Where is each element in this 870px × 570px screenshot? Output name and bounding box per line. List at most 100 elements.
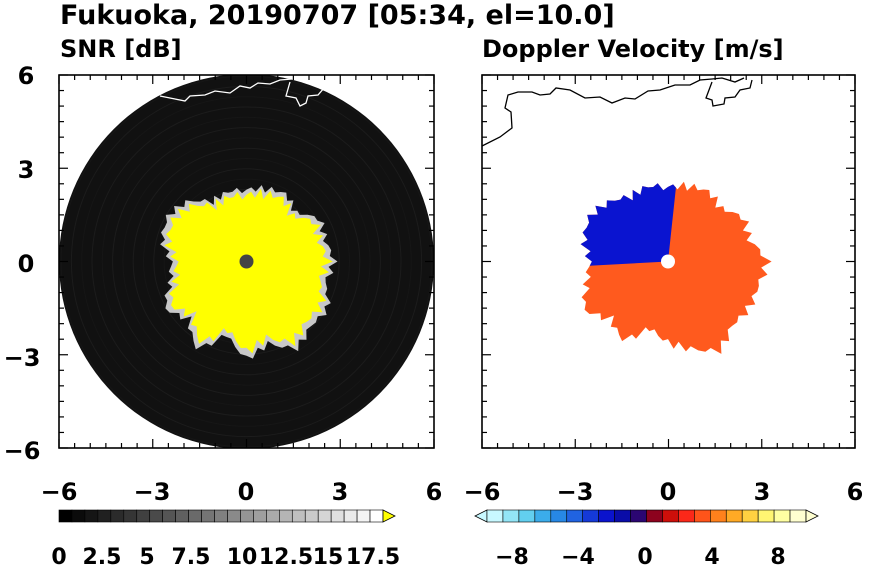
snr-colorbar-label: 15 [313, 545, 344, 570]
doppler-colorbar-overflow [805, 509, 819, 523]
snr-speckle-ring [143, 158, 350, 365]
snr-colorbar-swatch [201, 509, 215, 523]
snr-colorbar-swatch [110, 509, 125, 523]
snr-colorbar-swatch [58, 509, 73, 523]
snr-colorbar-swatch [162, 509, 176, 523]
doppler-panel-title: Doppler Velocity [m/s] [482, 35, 784, 63]
doppler-colorbar-underflow [474, 509, 488, 523]
doppler-echo-region [580, 181, 772, 354]
snr-colorbar-swatch [71, 509, 86, 523]
snr-colorbar-swatch [227, 509, 241, 523]
snr-colorbar-swatch [330, 509, 345, 523]
doppler-colorbar-swatch [614, 509, 631, 523]
snr-colorbar-label: 0 [51, 545, 66, 570]
doppler-colorbar-swatch [582, 509, 599, 523]
snr-colorbar-swatch [304, 509, 319, 523]
snr-colorbar-swatch [317, 509, 332, 523]
doppler-colorbar [474, 509, 819, 523]
snr-colorbar-label: 7.5 [172, 545, 211, 570]
snr-coastline [159, 75, 329, 107]
doppler-xtick-label: 6 [847, 478, 864, 506]
doppler-colorbar-label: 8 [770, 545, 785, 570]
snr-colorbar-overflow [382, 509, 396, 523]
doppler-colorbar-swatch [757, 509, 775, 523]
doppler-colorbar-swatch [678, 509, 695, 523]
doppler-colorbar-swatch [646, 509, 663, 523]
snr-strong-echo-region [164, 188, 333, 354]
snr-colorbar-swatch [240, 509, 254, 523]
doppler-colorbar-swatch [725, 509, 743, 523]
snr-speckle-ring [101, 116, 392, 407]
snr-xtick-label: 6 [426, 478, 443, 506]
doppler-xtick-label: 3 [754, 478, 771, 506]
doppler-colorbar-swatch [550, 509, 568, 523]
snr-colorbar-swatch [84, 509, 99, 523]
snr-colorbar-swatch [123, 509, 138, 523]
doppler-colorbar-label: 4 [704, 545, 719, 570]
doppler-colorbar-swatch [789, 509, 807, 523]
snr-xtick-label: 0 [238, 478, 255, 506]
snr-ytick-label: 3 [18, 156, 35, 184]
doppler-xtick-label: −3 [557, 478, 594, 506]
doppler-colorbar-swatch [630, 509, 647, 523]
snr-speckle-ring [70, 85, 423, 438]
doppler-colorbar-swatch [518, 509, 536, 523]
snr-panel-title: SNR [dB] [60, 35, 182, 63]
doppler-colorbar-label: 0 [637, 545, 652, 570]
doppler-colorbar-swatch [741, 509, 759, 523]
snr-colorbar-label: 2.5 [83, 545, 122, 570]
snr-ytick-label: −3 [4, 344, 41, 372]
doppler-colorbar-swatch [502, 509, 520, 523]
snr-colorbar-swatch [266, 509, 280, 523]
snr-colorbar-swatch [136, 509, 151, 523]
doppler-ticks [481, 74, 856, 449]
snr-colorbar-label: 12.5 [259, 545, 313, 570]
doppler-colorbar-swatch [773, 509, 791, 523]
snr-colorbar-swatch [343, 509, 358, 523]
doppler-radar-site [661, 254, 675, 269]
snr-speckle-ring [122, 137, 371, 386]
snr-colorbar-swatch [188, 509, 202, 523]
snr-colorbar-label: 10 [227, 545, 258, 570]
snr-colorbar-swatch [253, 509, 267, 523]
snr-colorbar-label: 5 [139, 545, 154, 570]
snr-speckle-ring [91, 106, 402, 417]
snr-colorbar-swatch [369, 509, 384, 523]
snr-xtick-label: −3 [134, 478, 171, 506]
snr-speckle-ring [112, 127, 381, 396]
doppler-colorbar-swatch [566, 509, 583, 523]
snr-colorbar-swatch [149, 509, 163, 523]
doppler-xtick-label: −6 [464, 478, 501, 506]
snr-colorbar-swatch [279, 509, 293, 523]
snr-colorbar-swatch [356, 509, 371, 523]
snr-ytick-label: −6 [4, 437, 41, 465]
snr-colorbar-swatch [214, 509, 228, 523]
snr-colorbar-swatch [97, 509, 112, 523]
snr-ytick-label: 0 [18, 250, 35, 278]
snr-ticks [58, 74, 435, 449]
snr-xtick-label: −6 [41, 478, 78, 506]
snr-colorbar-label: 17.5 [346, 545, 400, 570]
doppler-colorbar-swatch [662, 509, 679, 523]
snr-speckle-ring [81, 96, 412, 427]
doppler-xtick-label: 0 [660, 478, 677, 506]
snr-xtick-label: 3 [332, 478, 349, 506]
doppler-colorbar-label: −8 [495, 545, 529, 570]
doppler-colorbar-swatch [694, 509, 711, 523]
snr-ytick-label: 6 [18, 62, 35, 90]
doppler-colorbar-swatch [486, 509, 504, 523]
snr-speckle-ring [132, 147, 361, 376]
snr-colorbar-swatch [175, 509, 189, 523]
doppler-colorbar-swatch [598, 509, 615, 523]
doppler-colorbar-swatch [709, 509, 727, 523]
doppler-plot-area [482, 75, 855, 448]
snr-radar-site [239, 254, 254, 269]
snr-colorbar-swatch [291, 509, 306, 523]
snr-colorbar [58, 509, 396, 523]
figure-title: Fukuoka, 20190707 [05:34, el=10.0] [60, 0, 615, 31]
snr-plot-area [59, 75, 434, 448]
doppler-colorbar-swatch [534, 509, 552, 523]
doppler-coastline [482, 77, 753, 147]
doppler-colorbar-label: −4 [561, 545, 595, 570]
